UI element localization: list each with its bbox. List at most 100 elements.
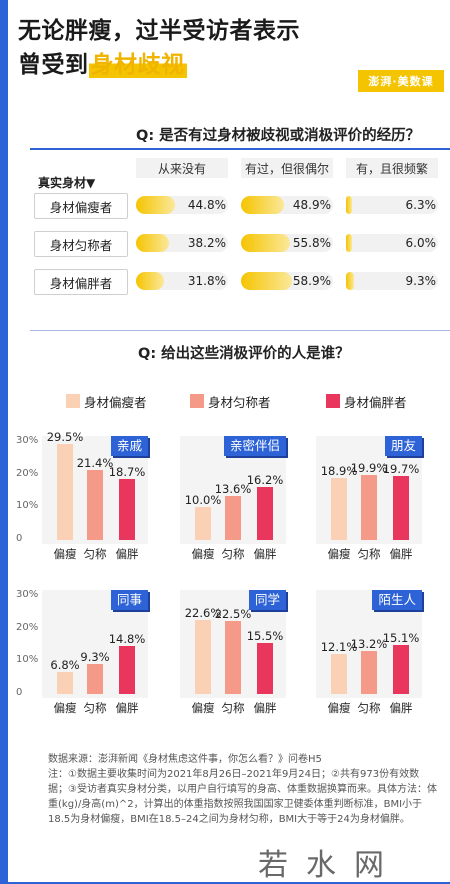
data-label: 21.4%: [76, 456, 114, 471]
row-header-title: 真实身材▼: [38, 176, 96, 190]
legend-item-average: 身材匀称者: [190, 390, 271, 412]
data-label: 6.8%: [50, 657, 80, 672]
panel-title: 陌生人: [372, 590, 422, 610]
notes-text: 注：①数据主要收集时间为2021年8月26日–2021年9月24日；②共有973…: [48, 769, 437, 825]
data-label: 18.7%: [108, 464, 146, 479]
title-line-2-prefix: 曾受到: [18, 52, 89, 78]
title-highlight: 身材歧视: [88, 52, 187, 78]
bar-track: 44.8%: [136, 196, 228, 214]
data-label: 19.9%: [350, 460, 388, 475]
bar: [195, 507, 211, 540]
brand-logo: 澎湃·美数课: [358, 70, 444, 92]
bar-value-label: 58.9%: [292, 274, 331, 288]
row-label: 身材匀称者: [34, 231, 128, 257]
bar: [87, 470, 103, 540]
y-tick-label: 20%: [16, 467, 39, 479]
question-2-rule: [30, 330, 450, 331]
bar-fill: [136, 234, 170, 252]
row-label: 身材偏瘦者: [34, 193, 128, 219]
bar-value-label: 38.2%: [187, 236, 226, 250]
legend-swatch-heavy: [326, 394, 340, 408]
bar: [57, 671, 73, 694]
y-tick-label: 0: [16, 533, 23, 544]
title-line-2: 曾受到身材歧视: [18, 48, 358, 82]
panel-title: 同事: [110, 590, 148, 610]
x-tick-label: 匀称: [221, 547, 245, 561]
x-tick-label: 匀称: [357, 701, 381, 715]
bar-fill: [241, 196, 284, 214]
x-tick-label: 匀称: [83, 701, 107, 715]
page-title: 无论胖瘦，过半受访者表示 曾受到身材歧视: [18, 14, 358, 82]
bar-track: 6.0%: [346, 234, 438, 252]
data-label: 13.6%: [214, 481, 252, 496]
y-tick-label: 30%: [16, 435, 39, 446]
chart-panel: 亲戚 29.5% 21.4% 18.7%: [42, 430, 148, 544]
chart-panel: 陌生人 12.1% 13.2% 15.1%: [316, 590, 422, 698]
bar: [195, 620, 211, 694]
bar-value-label: 9.3%: [405, 274, 437, 288]
legend-label-thin: 身材偏瘦者: [84, 394, 147, 410]
chart-panel: 亲密伴侣 10.0% 13.6% 16.2%: [180, 436, 286, 544]
x-tick-label: 偏胖: [389, 701, 413, 715]
bar-track: 38.2%: [136, 234, 228, 252]
data-label: 18.9%: [320, 464, 358, 479]
bar-value-label: 44.8%: [187, 198, 226, 212]
chart-panel: 同事 6.8% 9.3% 14.8%: [42, 590, 148, 698]
bar-track: 48.9%: [241, 196, 333, 214]
bar: [119, 645, 135, 694]
bar-track: 58.9%: [241, 272, 333, 290]
data-label: 22.5%: [214, 606, 252, 621]
chart-panel: 同学 22.6% 22.5% 15.5%: [180, 590, 286, 698]
data-label: 10.0%: [184, 493, 222, 508]
bar-track: 31.8%: [136, 272, 228, 290]
data-label: 16.2%: [246, 473, 284, 488]
bar-fill: [346, 196, 352, 214]
watermark: 若水网: [258, 848, 402, 883]
bar-value-label: 48.9%: [292, 198, 331, 212]
bar: [119, 478, 135, 540]
x-tick-label: 匀称: [221, 701, 245, 715]
data-label: 29.5%: [46, 429, 84, 444]
bar-fill: [241, 234, 290, 252]
title-line-1: 无论胖瘦，过半受访者表示: [18, 18, 300, 44]
bar-fill: [346, 234, 352, 252]
y-tick-label: 0: [16, 687, 23, 698]
x-tick-label: 偏胖: [115, 701, 139, 715]
panel-title: 亲戚: [110, 436, 148, 456]
bar: [87, 663, 103, 694]
x-tick-label: 匀称: [83, 547, 107, 561]
bar-value-label: 6.0%: [405, 236, 437, 250]
y-tick-label: 30%: [16, 589, 39, 600]
data-label: 19.7%: [382, 461, 420, 476]
x-tick-label: 偏胖: [389, 547, 413, 561]
x-tick-label: 偏瘦: [191, 701, 215, 715]
data-label: 12.1%: [320, 640, 358, 655]
data-label: 14.8%: [108, 631, 146, 646]
bar-fill: [136, 272, 164, 290]
x-tick-label: 偏胖: [253, 701, 277, 715]
question-1: Q: 是否有过身材被歧视或消极评价的经历？: [136, 128, 421, 144]
legend-item-thin: 身材偏瘦者: [66, 390, 147, 412]
legend-label-heavy: 身材偏胖者: [344, 394, 407, 410]
data-label: 15.5%: [246, 629, 284, 644]
chart-panel: 朋友 18.9% 19.9% 19.7%: [316, 436, 422, 544]
column-header-occasionally: 有过，但很偶尔: [241, 158, 333, 178]
x-tick-label: 偏胖: [115, 547, 139, 561]
x-tick-label: 偏瘦: [327, 547, 351, 561]
data-label: 9.3%: [80, 649, 110, 664]
y-tick-label: 20%: [16, 621, 39, 633]
x-tick-label: 偏瘦: [191, 547, 215, 561]
legend-label-average: 身材匀称者: [208, 394, 271, 410]
bar-fill: [346, 272, 355, 290]
y-tick-label: 10%: [16, 500, 39, 512]
x-tick-label: 偏瘦: [53, 701, 77, 715]
legend-swatch-average: [190, 394, 204, 408]
bar: [361, 650, 377, 694]
bar: [331, 654, 347, 694]
bar-value-label: 55.8%: [292, 236, 331, 250]
bar-fill: [136, 196, 176, 214]
panel-title: 亲密伴侣: [223, 436, 286, 456]
x-tick-label: 偏胖: [253, 547, 277, 561]
question-2: Q: 给出这些消极评价的人是谁？: [138, 346, 350, 362]
legend-item-heavy: 身材偏胖者: [326, 390, 407, 412]
